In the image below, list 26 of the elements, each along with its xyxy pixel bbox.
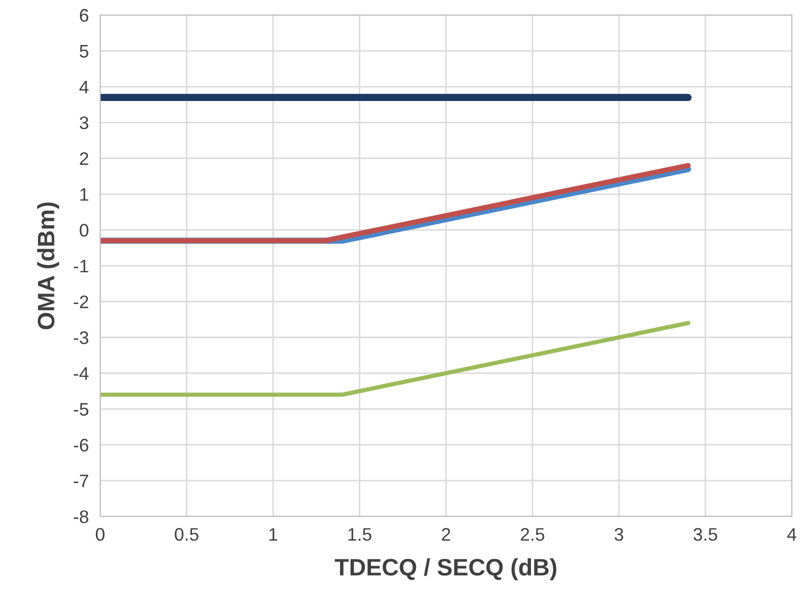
x-tick-label: 1 <box>269 528 278 541</box>
x-tick-label: 2.5 <box>520 528 544 541</box>
y-tick-label: -8 <box>74 510 88 524</box>
x-tick-label: 0.5 <box>174 528 198 541</box>
y-tick-label: -1 <box>74 260 88 272</box>
x-tick-label: 3 <box>614 528 624 541</box>
y-tick-label: 2 <box>80 152 88 165</box>
y-tick-label: -4 <box>74 367 89 380</box>
y-tick-label: 3 <box>80 116 88 130</box>
y-tick-label: 5 <box>80 45 88 58</box>
x-tick-label: 2 <box>442 528 450 541</box>
x-tick-label: 3.5 <box>694 528 718 541</box>
y-tick-label: 1 <box>80 188 88 201</box>
x-tick-label: 1.5 <box>348 528 372 541</box>
x-tick-label: 4 <box>787 528 796 541</box>
y-tick-label: -3 <box>74 331 88 344</box>
y-tick-label: 0 <box>80 224 88 237</box>
y-tick-label: -6 <box>74 438 88 452</box>
x-tick-label: 0 <box>96 528 105 541</box>
y-tick-label: -5 <box>74 403 88 416</box>
x-axis-title: TDECQ / SECQ (dB) <box>334 558 556 580</box>
y-tick-label: 4 <box>79 80 89 94</box>
y-tick-label: -2 <box>74 296 88 308</box>
y-tick-label: 6 <box>80 9 88 22</box>
y-tick-label: -7 <box>74 474 88 488</box>
y-axis-title: OMA (dBm) <box>37 202 60 330</box>
